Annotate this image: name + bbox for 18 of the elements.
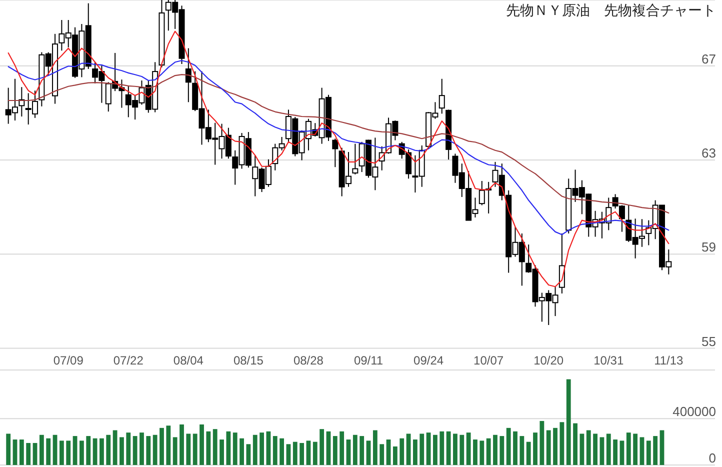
x-tick-label: 07/09	[53, 353, 84, 368]
y-tick-label: 55	[702, 334, 716, 349]
x-tick-label: 11/13	[654, 353, 684, 368]
y-tick-label: 0	[708, 450, 716, 466]
x-tick-label: 10/20	[534, 353, 564, 368]
x-tick-label: 09/24	[414, 353, 444, 368]
x-tick-label: 08/28	[293, 353, 324, 368]
x-tick-label: 07/22	[113, 353, 144, 368]
x-tick-label: 08/15	[233, 353, 264, 368]
x-tick-label: 10/07	[474, 353, 504, 368]
y-tick-label: 400000	[672, 404, 716, 420]
x-tick-label: 10/31	[594, 353, 624, 368]
y-tick-label: 63	[702, 146, 716, 161]
x-tick-label: 09/11	[354, 353, 384, 368]
x-tick-label: 08/04	[173, 353, 204, 368]
y-tick-label: 59	[702, 240, 716, 255]
chart-title: 先物ＮＹ原油 先物複合チャート	[506, 2, 716, 18]
y-tick-label: 67	[702, 51, 716, 66]
